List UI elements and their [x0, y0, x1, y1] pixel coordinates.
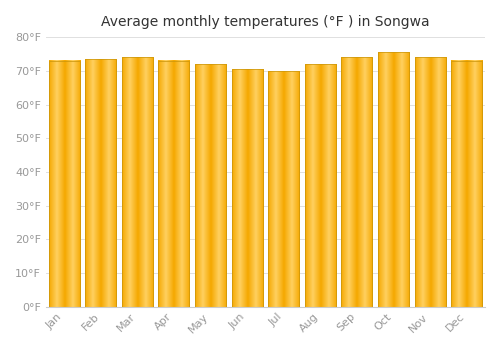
Bar — [342, 57, 372, 307]
Bar — [158, 61, 190, 307]
Bar — [48, 61, 80, 307]
Bar — [122, 57, 153, 307]
Bar — [85, 59, 116, 307]
Bar — [414, 57, 446, 307]
Bar — [378, 52, 409, 307]
Title: Average monthly temperatures (°F ) in Songwa: Average monthly temperatures (°F ) in So… — [101, 15, 430, 29]
Bar — [232, 69, 262, 307]
Bar — [268, 71, 300, 307]
Bar — [195, 64, 226, 307]
Bar — [305, 64, 336, 307]
Bar — [451, 61, 482, 307]
